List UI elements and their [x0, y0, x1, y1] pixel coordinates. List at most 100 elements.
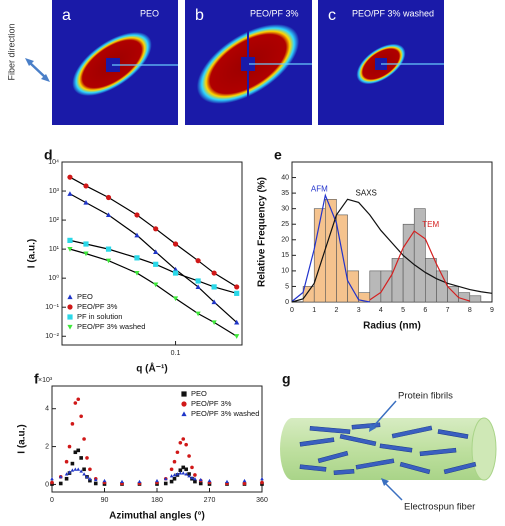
legend-marker [181, 411, 187, 417]
saxs-panel: c PEO/PF 3% washed [318, 0, 444, 125]
data-point [211, 284, 217, 290]
y-tick-label: 10² [49, 217, 60, 224]
data-point [76, 397, 81, 402]
panel-letter: e [274, 147, 282, 163]
x-tick-label: 4 [379, 307, 383, 314]
curve-label: SAXS [356, 188, 377, 197]
y-axis-label: Relative Frequency (%) [257, 177, 268, 287]
data-point [187, 472, 191, 476]
data-point [225, 479, 229, 484]
curve-label: TEM [422, 220, 439, 229]
fit-curve [291, 198, 493, 303]
data-point [88, 476, 92, 481]
data-point [198, 481, 203, 486]
y-axis-label: I (a.u.) [17, 424, 28, 453]
fit-curve [291, 193, 370, 303]
data-point [134, 232, 140, 238]
legend-label: PEO/PF 3% washed [191, 409, 259, 418]
data-point [64, 476, 69, 481]
data-point [153, 282, 159, 288]
x-tick-label: 180 [151, 497, 163, 504]
data-point [178, 440, 183, 445]
data-point [207, 478, 212, 483]
data-point [234, 334, 240, 339]
data-point [169, 479, 174, 484]
data-point [163, 476, 168, 481]
histogram-bar [369, 270, 382, 303]
data-point [76, 467, 81, 471]
saxs-panel: a PEO [52, 0, 178, 125]
y-tick-label: 10³ [49, 188, 60, 195]
y-tick-label: 10¹ [49, 246, 60, 253]
x-tick-label: 2 [334, 307, 338, 314]
data-point [175, 450, 180, 455]
data-point [67, 237, 73, 243]
histogram-bar [380, 270, 393, 303]
data-point [105, 258, 112, 264]
panel-letter: c [328, 7, 336, 24]
data-point [184, 467, 188, 472]
y-tick-label: 15 [281, 252, 289, 259]
data-point [178, 471, 183, 475]
x-tick-label: 3 [357, 307, 361, 314]
data-point [184, 442, 188, 447]
data-point [58, 481, 63, 486]
data-point [175, 472, 180, 476]
x-tick-label: 0 [290, 307, 294, 314]
data-point [82, 472, 86, 476]
data-point [67, 470, 72, 474]
x-axis-label: q (Å⁻¹) [136, 362, 167, 375]
data-point [102, 478, 107, 483]
fiber-direction: Fiber direction [6, 23, 16, 80]
data-point [85, 475, 89, 479]
y-tick-label: 2 [45, 443, 49, 450]
data-point [193, 479, 197, 484]
data-point [169, 467, 174, 472]
data-point [79, 469, 83, 473]
panel-label: PEO/PF 3% washed [352, 8, 434, 18]
data-point [193, 476, 197, 481]
data-point [105, 194, 112, 201]
data-point [190, 476, 194, 480]
legend-marker [67, 304, 73, 310]
y-tick-label: 10 [281, 268, 289, 275]
data-point [169, 474, 174, 478]
fit-line [69, 176, 238, 288]
data-point [181, 471, 186, 475]
y-tick-label: 40 [281, 174, 289, 181]
histogram-bar [425, 258, 437, 303]
data-point [83, 251, 89, 257]
x-tick-label: 6 [423, 307, 427, 314]
legend-label: PEO/PF 3% washed [77, 322, 145, 331]
y-tick-label: 10⁻² [45, 333, 59, 340]
data-point [178, 468, 183, 473]
data-point [181, 437, 186, 441]
data-point [58, 475, 63, 479]
saxs-panel: b PEO/PF 3% [185, 0, 312, 125]
data-point [153, 261, 159, 267]
legend-label: PEO/PF 3% [77, 302, 118, 311]
data-point [70, 422, 75, 426]
legend-label: PF in solution [77, 312, 122, 321]
x-tick-label: 0 [50, 497, 54, 504]
data-point [76, 448, 81, 453]
histogram-bar [347, 270, 359, 303]
legend-label: PEO [77, 292, 93, 301]
y-tick-label: 10⁰ [48, 274, 59, 282]
data-point [234, 284, 240, 290]
legend-marker [181, 401, 187, 407]
data-point [234, 319, 240, 325]
data-point [67, 191, 73, 196]
legend-marker [67, 314, 73, 320]
data-point [172, 459, 177, 464]
data-point [172, 296, 179, 302]
data-point [85, 456, 89, 460]
legend-label: PEO [191, 389, 207, 398]
data-point [67, 247, 73, 252]
data-point [184, 472, 188, 476]
y-tick-label: 30 [281, 206, 289, 213]
data-point [198, 477, 203, 482]
data-point [242, 481, 247, 486]
data-point [242, 478, 247, 483]
data-point [234, 290, 240, 296]
